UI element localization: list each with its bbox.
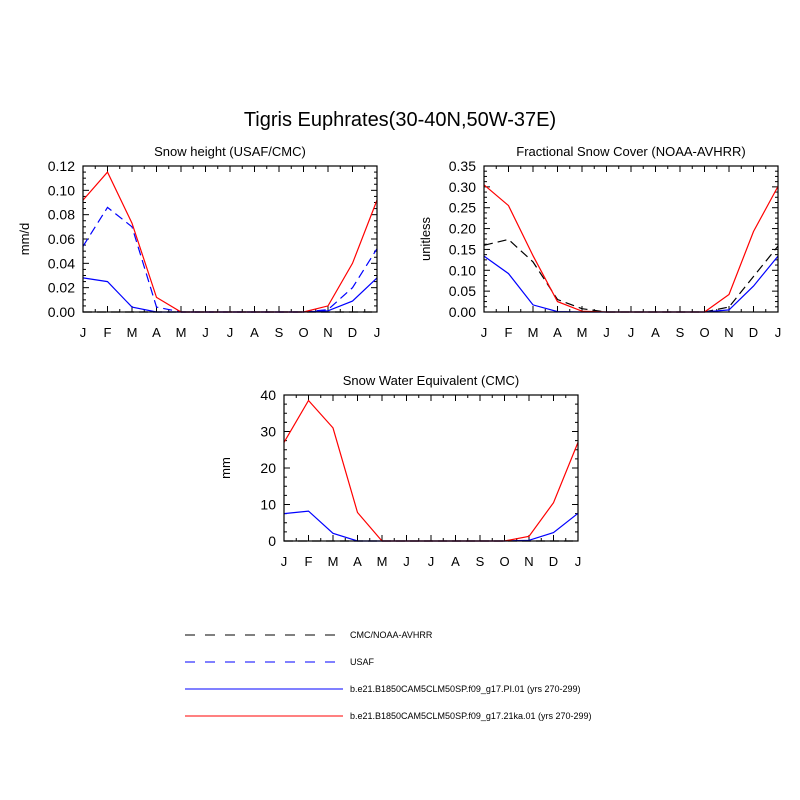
- x-tick-label: M: [377, 554, 388, 569]
- y-tick-label: 0.00: [449, 304, 476, 320]
- chart-title: Snow height (USAF/CMC): [154, 144, 306, 159]
- y-tick-label: 30: [260, 424, 276, 440]
- x-tick-label: J: [481, 325, 488, 340]
- x-tick-label: J: [575, 554, 582, 569]
- legend-item-2: USAF: [185, 657, 375, 667]
- x-tick-label: A: [353, 554, 362, 569]
- series-line-3: [283, 399, 579, 542]
- x-tick-label: J: [403, 554, 410, 569]
- legend-label: b.e21.B1850CAM5CLM50SP.f09_g17.PI.01 (yr…: [350, 684, 580, 694]
- legend-label: USAF: [350, 657, 375, 667]
- chart-panels: Snow height (USAF/CMC) mm/d 0.00 0.02 0.04 0.…: [17, 144, 781, 569]
- x-tick-label: A: [250, 325, 259, 340]
- x-tick-label: D: [348, 325, 357, 340]
- y-tick-label: 0.02: [48, 280, 75, 296]
- x-tick-label: M: [328, 554, 339, 569]
- plot-frame: [483, 165, 779, 313]
- x-tick-label: A: [651, 325, 660, 340]
- series-line-3: [483, 184, 779, 313]
- x-tick-label: N: [524, 554, 533, 569]
- x-tick-label: J: [775, 325, 782, 340]
- y-tick-label: 0.35: [449, 158, 476, 174]
- x-tick-label: S: [476, 554, 485, 569]
- y-tick-label: 40: [260, 387, 276, 403]
- x-tick-label: O: [699, 325, 709, 340]
- x-tick-label: M: [577, 325, 588, 340]
- legend-label: CMC/NOAA-AVHRR: [350, 630, 433, 640]
- x-tick-label: S: [676, 325, 685, 340]
- series-line-2: [82, 206, 378, 313]
- x-tick-label: A: [451, 554, 460, 569]
- series-line-2: [483, 255, 779, 313]
- y-tick-label: 0.00: [48, 304, 75, 320]
- x-tick-label: A: [553, 325, 562, 340]
- x-tick-label: D: [749, 325, 758, 340]
- y-tick-label: 0.12: [48, 158, 75, 174]
- figure-title: Tigris Euphrates(30-40N,50W-37E): [244, 109, 556, 131]
- x-tick-label: F: [305, 554, 313, 569]
- y-tick-label: 0.15: [449, 241, 476, 257]
- x-tick-label: J: [428, 554, 435, 569]
- x-tick-label: N: [724, 325, 733, 340]
- chart-panel-2: Fractional Snow Cover (NOAA-AVHRR) unitle…: [418, 144, 781, 340]
- chart-title: Snow Water Equivalent (CMC): [343, 373, 520, 388]
- y-tick-label: 0.06: [48, 231, 75, 247]
- x-tick-label: F: [505, 325, 513, 340]
- x-tick-label: D: [549, 554, 558, 569]
- x-tick-label: J: [603, 325, 610, 340]
- y-tick-label: 0.08: [48, 207, 75, 223]
- legend: CMC/NOAA-AVHRR USAF b.e21.B1850CAM5CLM50SP…: [185, 630, 592, 721]
- legend-item-1: CMC/NOAA-AVHRR: [185, 630, 433, 640]
- x-tick-label: O: [298, 325, 308, 340]
- x-tick-label: A: [152, 325, 161, 340]
- y-tick-label: 10: [260, 497, 276, 513]
- legend-label: b.e21.B1850CAM5CLM50SP.f09_g17.21ka.01 (…: [350, 711, 592, 721]
- y-tick-label: 0.10: [48, 182, 75, 198]
- x-tick-label: M: [127, 325, 138, 340]
- plot-frame: [283, 394, 579, 542]
- y-tick-label: 0.05: [449, 283, 476, 299]
- x-tick-label: J: [374, 325, 381, 340]
- x-tick-label: N: [323, 325, 332, 340]
- y-axis-label: unitless: [418, 216, 433, 261]
- x-tick-label: J: [80, 325, 87, 340]
- series-line-1: [483, 238, 779, 313]
- chart-panel-3: Snow Water Equivalent (CMC) mm 0 10 20 30 40 J F…: [218, 373, 581, 569]
- y-tick-label: 0.04: [48, 255, 75, 271]
- plot-frame: [82, 165, 378, 313]
- x-tick-label: O: [499, 554, 509, 569]
- y-tick-label: 0.25: [449, 200, 476, 216]
- y-tick-label: 0.30: [449, 179, 476, 195]
- x-tick-label: M: [176, 325, 187, 340]
- y-tick-label: 20: [260, 460, 276, 476]
- chart-title: Fractional Snow Cover (NOAA-AVHRR): [516, 144, 745, 159]
- y-axis-label: mm/d: [17, 223, 32, 256]
- series-line-4: [82, 171, 378, 313]
- y-axis-label: mm: [218, 457, 233, 479]
- x-tick-label: J: [227, 325, 234, 340]
- legend-item-4: b.e21.B1850CAM5CLM50SP.f09_g17.21ka.01 (…: [185, 711, 592, 721]
- y-tick-label: 0: [268, 533, 276, 549]
- chart-panel-1: Snow height (USAF/CMC) mm/d 0.00 0.02 0.04 0.…: [17, 144, 380, 340]
- x-tick-label: S: [275, 325, 284, 340]
- x-tick-label: J: [202, 325, 209, 340]
- x-tick-label: J: [628, 325, 635, 340]
- y-tick-label: 0.10: [449, 262, 476, 278]
- legend-item-3: b.e21.B1850CAM5CLM50SP.f09_g17.PI.01 (yr…: [185, 684, 580, 694]
- y-tick-label: 0.20: [449, 221, 476, 237]
- x-tick-label: J: [281, 554, 288, 569]
- x-tick-label: F: [104, 325, 112, 340]
- x-tick-label: M: [528, 325, 539, 340]
